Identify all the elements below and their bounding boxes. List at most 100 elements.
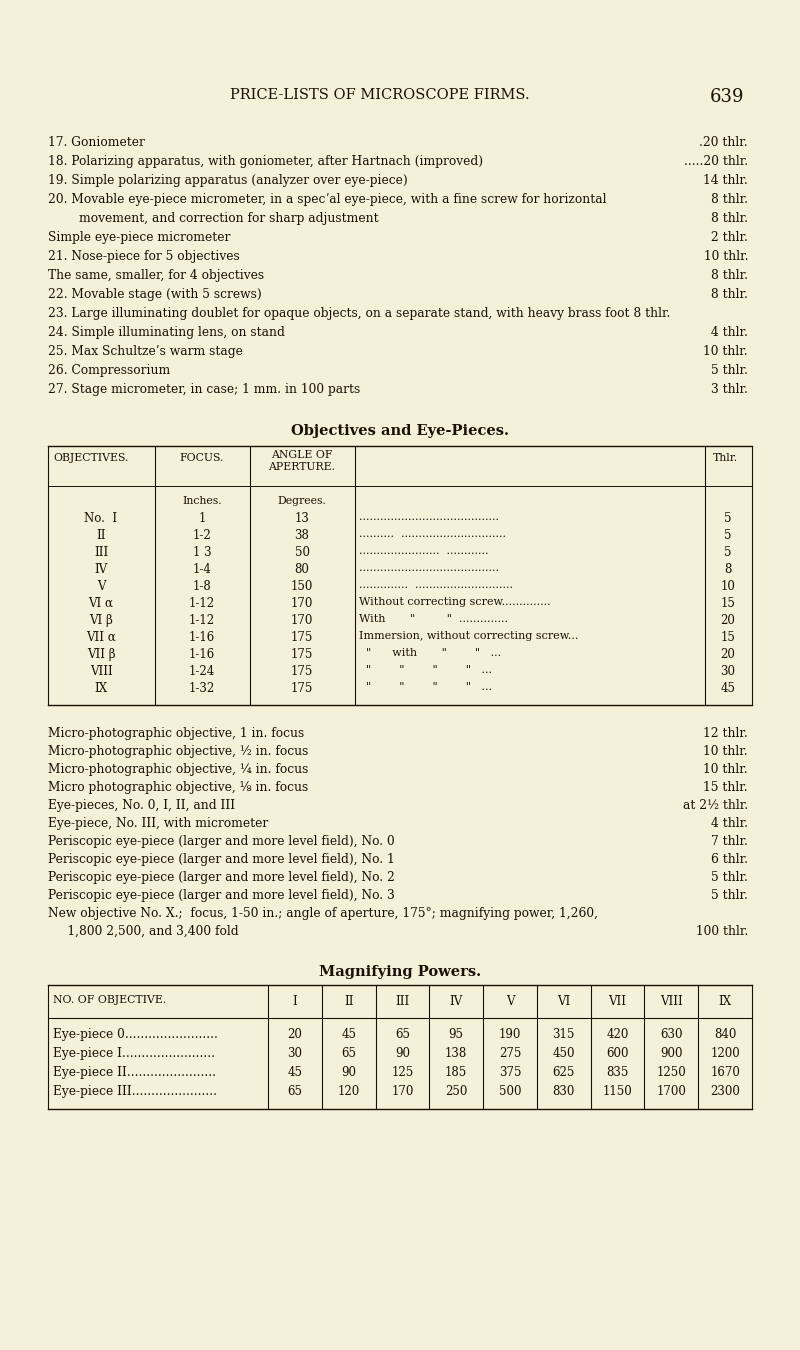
Text: VI β: VI β — [89, 614, 113, 626]
Text: "        "        "        "   ...: " " " " ... — [359, 682, 492, 693]
Text: 65: 65 — [395, 1027, 410, 1041]
Text: IV: IV — [450, 995, 463, 1008]
Text: 600: 600 — [606, 1048, 629, 1060]
Text: "      with       "        "   ...: " with " " ... — [359, 648, 501, 657]
Text: Periscopic eye-piece (larger and more level field), No. 3: Periscopic eye-piece (larger and more le… — [48, 890, 394, 902]
Text: 17. Goniometer: 17. Goniometer — [48, 136, 145, 148]
Text: FOCUS.: FOCUS. — [180, 454, 224, 463]
Text: IV: IV — [94, 563, 108, 576]
Text: 90: 90 — [341, 1066, 356, 1079]
Text: 4 thlr.: 4 thlr. — [707, 325, 748, 339]
Text: III: III — [94, 545, 108, 559]
Text: With       "         "  ..............: With " " .............. — [359, 614, 508, 624]
Text: at 2½ thlr.: at 2½ thlr. — [683, 799, 748, 811]
Text: 22. Movable stage (with 5 screws): 22. Movable stage (with 5 screws) — [48, 288, 262, 301]
Text: 10: 10 — [721, 580, 735, 593]
Text: 450: 450 — [553, 1048, 575, 1060]
Text: 1-16: 1-16 — [189, 648, 215, 662]
Text: 840: 840 — [714, 1027, 736, 1041]
Text: 21. Nose-piece for 5 objectives: 21. Nose-piece for 5 objectives — [48, 250, 240, 263]
Text: ........................................: ........................................ — [359, 563, 499, 572]
Text: Magnifying Powers.: Magnifying Powers. — [319, 965, 481, 979]
Text: Micro-photographic objective, ½ in. focus: Micro-photographic objective, ½ in. focu… — [48, 745, 308, 757]
Text: 900: 900 — [660, 1048, 682, 1060]
Text: 830: 830 — [553, 1085, 575, 1098]
Text: 170: 170 — [291, 597, 313, 610]
Text: NO. OF OBJECTIVE.: NO. OF OBJECTIVE. — [53, 995, 166, 1004]
Text: 45: 45 — [287, 1066, 302, 1079]
Text: 1-12: 1-12 — [189, 597, 215, 610]
Text: VII: VII — [609, 995, 626, 1008]
Text: Immersion, without correcting screw...: Immersion, without correcting screw... — [359, 630, 578, 641]
Text: 175: 175 — [291, 630, 313, 644]
Text: VII β: VII β — [86, 648, 115, 662]
Text: 15 thlr.: 15 thlr. — [703, 782, 748, 794]
Text: 95: 95 — [449, 1027, 464, 1041]
Text: 23. Large illuminating doublet for opaque objects, on a separate stand, with hea: 23. Large illuminating doublet for opaqu… — [48, 306, 670, 320]
Text: 4 thlr.: 4 thlr. — [711, 817, 748, 830]
Text: 1-24: 1-24 — [189, 666, 215, 678]
Text: 5: 5 — [724, 545, 732, 559]
Text: 6 thlr.: 6 thlr. — [711, 853, 748, 865]
Text: 120: 120 — [338, 1085, 360, 1098]
Text: Degrees.: Degrees. — [278, 495, 326, 506]
Text: movement, and correction for sharp adjustment: movement, and correction for sharp adjus… — [48, 212, 378, 225]
Text: 1-16: 1-16 — [189, 630, 215, 644]
Text: Micro-photographic objective, 1 in. focus: Micro-photographic objective, 1 in. focu… — [48, 728, 304, 740]
Text: 1-8: 1-8 — [193, 580, 211, 593]
Text: 175: 175 — [291, 648, 313, 662]
Text: 30: 30 — [287, 1048, 302, 1060]
Text: New objective No. X.;  focus, 1-50 in.; angle of aperture, 175°; magnifying powe: New objective No. X.; focus, 1-50 in.; a… — [48, 907, 598, 919]
Text: 8 thlr.: 8 thlr. — [711, 212, 748, 225]
Text: 10 thlr.: 10 thlr. — [699, 250, 748, 263]
Text: 1-32: 1-32 — [189, 682, 215, 695]
Text: 10 thlr.: 10 thlr. — [703, 763, 748, 776]
Text: Eye-piece I........................: Eye-piece I........................ — [53, 1048, 215, 1060]
Text: 420: 420 — [606, 1027, 629, 1041]
Text: Eye-piece III......................: Eye-piece III...................... — [53, 1085, 217, 1098]
Text: 275: 275 — [499, 1048, 521, 1060]
Text: ........................................: ........................................ — [359, 512, 499, 522]
Text: 20: 20 — [721, 614, 735, 626]
Text: 90: 90 — [395, 1048, 410, 1060]
Text: 18. Polarizing apparatus, with goniometer, after Hartnach (improved): 18. Polarizing apparatus, with goniomete… — [48, 155, 483, 167]
Text: 7 thlr.: 7 thlr. — [711, 836, 748, 848]
Text: 26. Compressorium: 26. Compressorium — [48, 364, 170, 377]
Text: 150: 150 — [291, 580, 313, 593]
Text: 15: 15 — [721, 630, 735, 644]
Text: ANGLE OF
APERTURE.: ANGLE OF APERTURE. — [269, 450, 335, 471]
Text: 2 thlr.: 2 thlr. — [707, 231, 748, 244]
Text: 20: 20 — [721, 648, 735, 662]
Text: 20: 20 — [287, 1027, 302, 1041]
Text: III: III — [395, 995, 410, 1008]
Text: 625: 625 — [553, 1066, 575, 1079]
Text: Eye-piece 0........................: Eye-piece 0........................ — [53, 1027, 218, 1041]
Text: 1700: 1700 — [656, 1085, 686, 1098]
Text: .......................  ............: ....................... ............ — [359, 545, 489, 556]
Text: 1150: 1150 — [602, 1085, 633, 1098]
Text: 2300: 2300 — [710, 1085, 740, 1098]
Text: 1-12: 1-12 — [189, 614, 215, 626]
Text: 5: 5 — [724, 512, 732, 525]
Text: 170: 170 — [391, 1085, 414, 1098]
Text: 80: 80 — [294, 563, 310, 576]
Text: IX: IX — [94, 682, 107, 695]
Text: 138: 138 — [445, 1048, 467, 1060]
Text: 24. Simple illuminating lens, on stand: 24. Simple illuminating lens, on stand — [48, 325, 285, 339]
Text: VII α: VII α — [86, 630, 116, 644]
Text: 190: 190 — [499, 1027, 521, 1041]
Text: IX: IX — [718, 995, 732, 1008]
Text: Periscopic eye-piece (larger and more level field), No. 2: Periscopic eye-piece (larger and more le… — [48, 871, 395, 884]
Text: 25. Max Schultze’s warm stage: 25. Max Schultze’s warm stage — [48, 346, 243, 358]
Text: 5 thlr.: 5 thlr. — [711, 890, 748, 902]
Text: The same, smaller, for 4 objectives: The same, smaller, for 4 objectives — [48, 269, 264, 282]
Text: 125: 125 — [391, 1066, 414, 1079]
Text: OBJECTIVES.: OBJECTIVES. — [53, 454, 128, 463]
Text: Eye-pieces, No. 0, I, II, and III: Eye-pieces, No. 0, I, II, and III — [48, 799, 235, 811]
Text: Micro-photographic objective, ¼ in. focus: Micro-photographic objective, ¼ in. focu… — [48, 763, 308, 776]
Text: 1-2: 1-2 — [193, 529, 211, 541]
Text: 3 thlr.: 3 thlr. — [711, 383, 748, 396]
Text: 20. Movable eye-piece micrometer, in a specʼal eye-piece, with a fine screw for : 20. Movable eye-piece micrometer, in a s… — [48, 193, 606, 207]
Text: 315: 315 — [553, 1027, 575, 1041]
Text: 38: 38 — [294, 529, 310, 541]
